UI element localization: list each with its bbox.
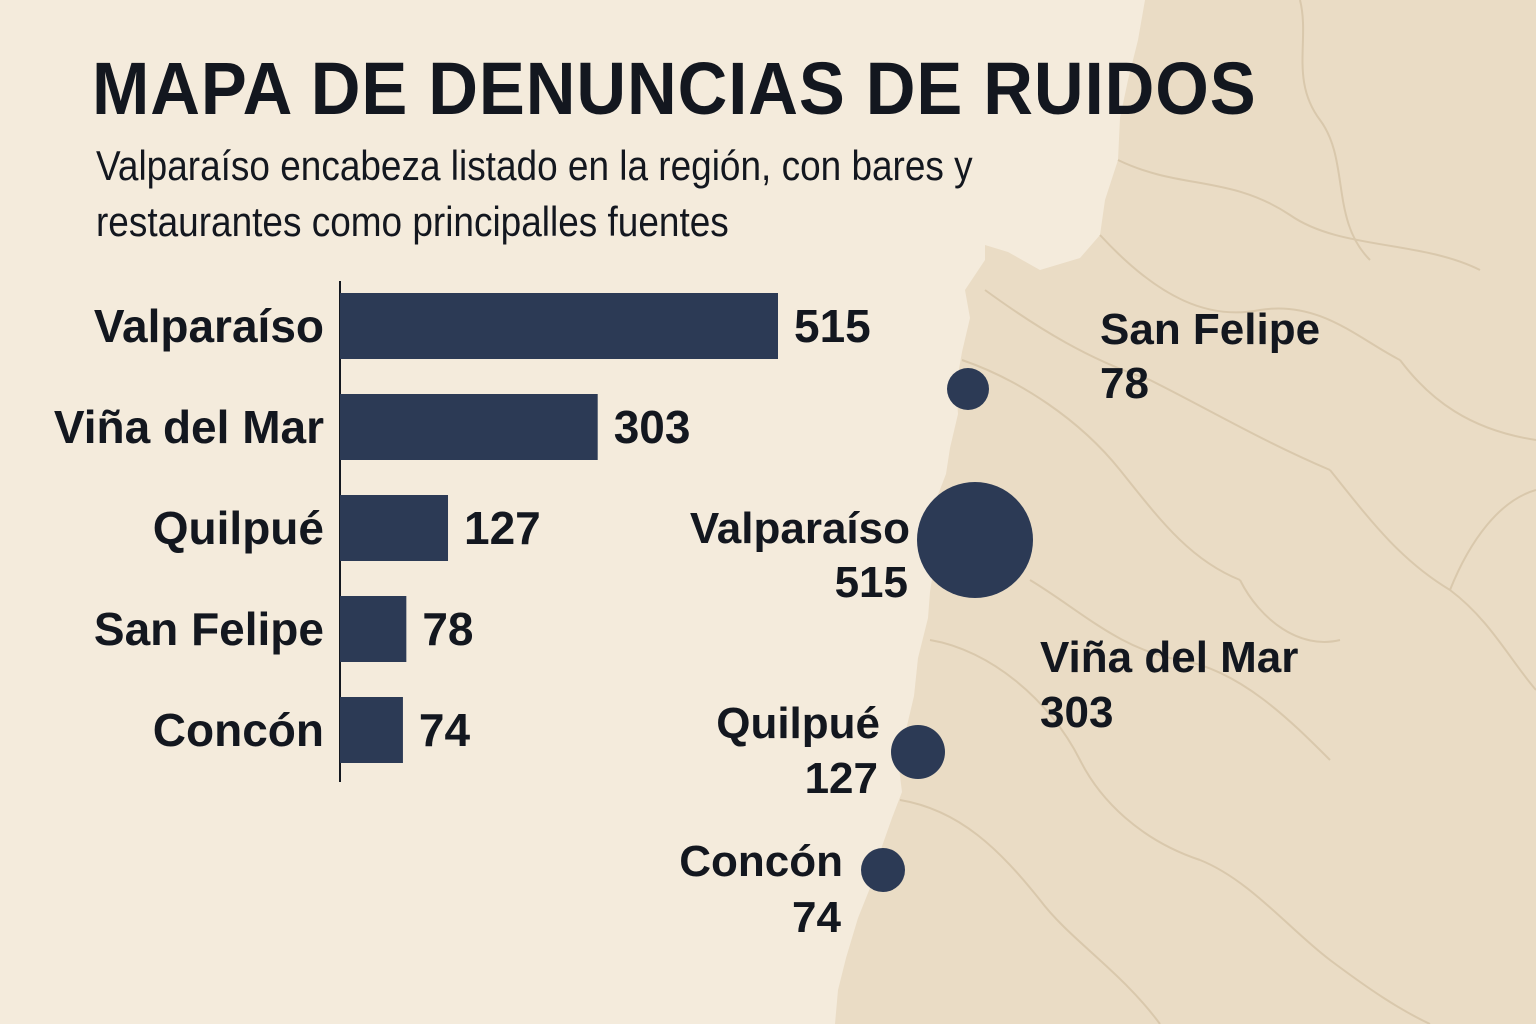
category-label-quilpue: Quilpué (153, 502, 324, 554)
value-label-quilpue: 127 (464, 502, 541, 554)
map-value-valparaiso: 515 (835, 558, 908, 607)
category-label-concon: Concón (153, 704, 324, 756)
value-label-san-felipe: 78 (422, 603, 473, 655)
bubble-concon (861, 848, 905, 892)
bubble-san-felipe (947, 368, 989, 410)
map-label-valparaiso: Valparaíso (690, 504, 910, 553)
map-value-vina-del-mar: 303 (1040, 688, 1113, 737)
map-value-san-felipe: 78 (1100, 359, 1149, 408)
bar-vina-del-mar (340, 394, 598, 460)
category-label-valparaiso: Valparaíso (94, 300, 324, 352)
bubble-valparaiso (917, 482, 1033, 598)
bubble-quilpue (891, 725, 945, 779)
bar-quilpue (340, 495, 449, 561)
category-label-san-felipe: San Felipe (94, 603, 324, 655)
bar-san-felipe (340, 596, 407, 662)
map-label-quilpue: Quilpué (716, 699, 880, 748)
map-value-quilpue: 127 (805, 754, 878, 803)
value-label-valparaiso: 515 (794, 300, 871, 352)
value-label-concon: 74 (419, 704, 471, 756)
bar-concon (340, 697, 403, 763)
map-label-concon: Concón (679, 837, 843, 886)
map-label-san-felipe: San Felipe (1100, 305, 1320, 354)
page-subtitle: Valparaíso encabeza listado en la región… (96, 142, 973, 245)
category-label-vina-del-mar: Viña del Mar (54, 401, 324, 453)
land-area (835, 0, 1536, 1024)
commune-borders (899, 0, 1536, 1024)
page-title: MAPA DE DENUNCIAS DE RUIDOS (92, 47, 1257, 130)
map-value-concon: 74 (792, 893, 841, 942)
value-label-vina-del-mar: 303 (614, 401, 691, 453)
bar-valparaiso (340, 293, 778, 359)
map-label-vina-del-mar: Viña del Mar (1040, 633, 1298, 682)
